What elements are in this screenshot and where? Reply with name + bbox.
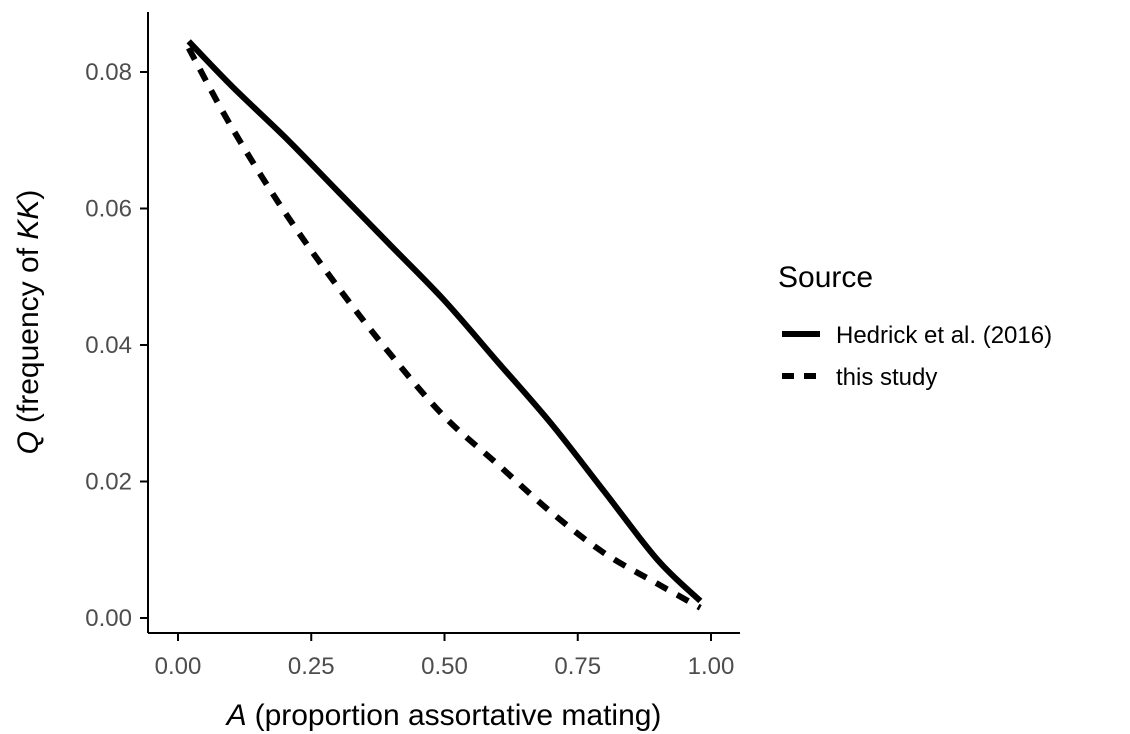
- y-tick-label: 0.06: [85, 196, 132, 223]
- x-tick-label: 0.00: [155, 653, 202, 680]
- y-ticks: 0.00 0.02 0.04 0.06 0.08: [85, 59, 148, 632]
- y-axis-title-var: Q: [12, 431, 45, 454]
- y-tick-label: 0.04: [85, 332, 132, 359]
- x-tick-label: 0.50: [421, 653, 468, 680]
- y-tick-label: 0.08: [85, 59, 132, 86]
- y-axis-title-var2: KK: [12, 198, 45, 240]
- x-ticks: 0.00 0.25 0.50 0.75 1.00: [155, 633, 735, 680]
- x-tick-label: 1.00: [688, 653, 735, 680]
- y-tick-label: 0.00: [85, 605, 132, 632]
- x-axis-title-rest: (proportion assortative mating): [255, 699, 662, 732]
- x-tick-label: 0.75: [554, 653, 601, 680]
- x-tick-label: 0.25: [288, 653, 335, 680]
- y-tick-label: 0.02: [85, 469, 132, 496]
- series-line-this-study: [186, 46, 702, 611]
- y-axis-title: Q (frequency of KK): [12, 190, 45, 455]
- legend-label-this-study: this study: [836, 364, 937, 391]
- x-axis-title: A (proportion assortative mating): [225, 699, 662, 732]
- legend-title: Source: [778, 261, 873, 294]
- legend: Source Hedrick et al. (2016) this study: [778, 261, 1052, 391]
- y-axis-title-post: ): [12, 190, 45, 200]
- series-line-hedrick: [186, 39, 703, 604]
- y-axis-title-pre: (frequency of: [12, 240, 45, 423]
- axes: [147, 12, 740, 634]
- series-group: [186, 39, 703, 611]
- legend-label-hedrick: Hedrick et al. (2016): [836, 322, 1052, 349]
- x-axis-title-var: A: [225, 699, 247, 732]
